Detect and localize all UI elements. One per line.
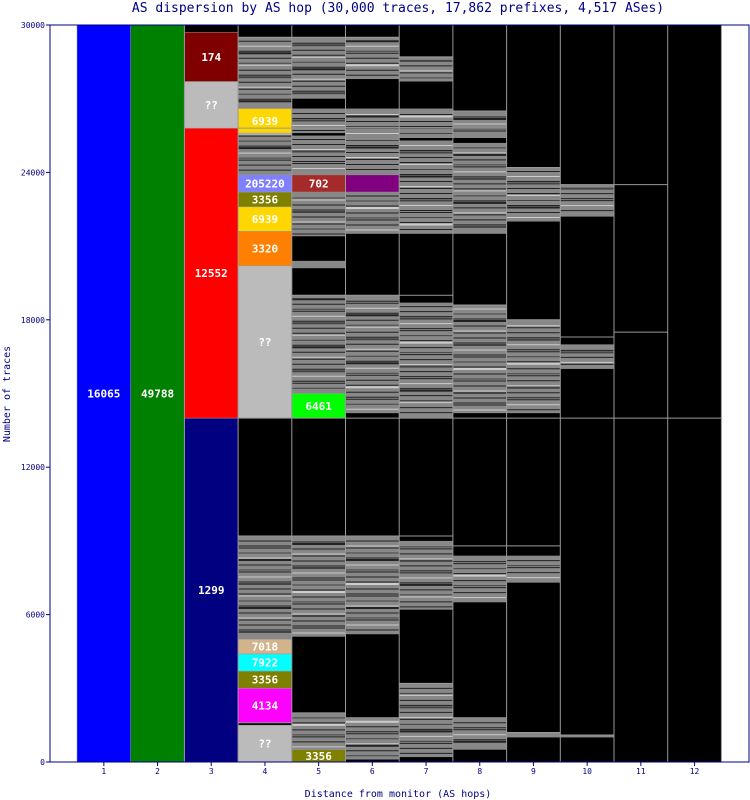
segment-hop-1-as-16065 bbox=[76, 24, 131, 763]
segment-hop-3-as-12552 bbox=[184, 127, 239, 419]
x-tick-label-3: 3 bbox=[209, 767, 214, 776]
segment-hop-3-as-1299 bbox=[184, 417, 239, 763]
segment-hop-4-as-6939 bbox=[237, 108, 293, 134]
segment-hop-4-as-?? bbox=[237, 724, 293, 763]
x-tick-label-9: 9 bbox=[531, 767, 536, 776]
segment-label-hop-4: 7018 bbox=[252, 641, 279, 654]
segment-hop-4-as-4134 bbox=[237, 688, 293, 723]
segment-label-hop-4: 6939 bbox=[252, 213, 279, 226]
segment-label-hop-3: 12552 bbox=[195, 267, 228, 280]
segment-label-hop-4: 3356 bbox=[252, 193, 279, 206]
plot-area bbox=[49, 24, 750, 763]
segment-label-hop-3: ?? bbox=[205, 99, 218, 112]
gray-region-hop-4 bbox=[238, 37, 292, 109]
gray-region-hop-5 bbox=[291, 712, 346, 750]
x-tick-label-2: 2 bbox=[155, 767, 160, 776]
gray-region-hop-5 bbox=[291, 295, 346, 394]
y-tick-label: 6000 bbox=[26, 611, 45, 620]
segment-label-hop-5: 3356 bbox=[305, 750, 332, 763]
x-tick-label-5: 5 bbox=[316, 767, 321, 776]
segment-hop-4-as-3320 bbox=[237, 231, 293, 267]
x-tick-label-8: 8 bbox=[477, 767, 482, 776]
x-tick-label-4: 4 bbox=[263, 767, 268, 776]
plot-frame bbox=[49, 24, 750, 763]
segment-hop-3-as-174 bbox=[184, 32, 239, 82]
gray-region-hop-5 bbox=[291, 535, 346, 637]
gray-region-hop-7 bbox=[399, 683, 453, 758]
gray-region-hop-9 bbox=[506, 167, 561, 222]
gray-region-hop-9 bbox=[506, 732, 561, 738]
segment-label-hop-4: 6939 bbox=[252, 115, 279, 128]
segment-hop-3-as-?? bbox=[184, 81, 239, 129]
segment-label-hop-1: 16065 bbox=[87, 388, 120, 401]
segment-label-hop-4: ?? bbox=[258, 738, 271, 751]
y-tick-label: 0 bbox=[40, 758, 45, 767]
x-axis-label: Distance from monitor (AS hops) bbox=[305, 789, 492, 800]
y-tick-label: 24000 bbox=[21, 168, 45, 177]
segment-label-hop-4: 3356 bbox=[252, 674, 279, 687]
gray-region-hop-9 bbox=[506, 555, 561, 583]
gray-region-hop-9 bbox=[506, 319, 561, 414]
segment-label-hop-5: 6461 bbox=[305, 400, 332, 413]
segment-label-hop-5: 702 bbox=[309, 177, 329, 190]
y-axis-ticks: 0 6000 12000 18000 24000 30000 bbox=[21, 21, 50, 767]
x-axis-ticks: 1 2 3 4 5 6 7 8 9 10 11 12 bbox=[101, 762, 700, 776]
y-axis-label: Number of traces bbox=[2, 346, 13, 442]
segment-label-hop-4: 205220 bbox=[245, 177, 285, 190]
gray-region-hop-5 bbox=[291, 260, 346, 269]
gray-region-hop-10 bbox=[560, 734, 614, 738]
gray-region-hop-8 bbox=[452, 110, 507, 139]
y-tick-label: 18000 bbox=[21, 316, 45, 325]
gray-region-hop-4 bbox=[238, 535, 292, 640]
segment-hop-4-as-?? bbox=[237, 265, 293, 419]
segment-labels: 16065 49788 1299 12552?? 174?? 4134 3356 7922 70… bbox=[87, 51, 332, 763]
x-tick-label-10: 10 bbox=[582, 767, 592, 776]
gray-region-hop-7 bbox=[399, 302, 453, 419]
x-tick-label-11: 11 bbox=[636, 767, 646, 776]
gray-region-hop-10 bbox=[560, 344, 614, 369]
x-tick-label-6: 6 bbox=[370, 767, 375, 776]
chart-title: AS dispersion by AS hop (30,000 traces, … bbox=[132, 1, 664, 16]
x-tick-label-7: 7 bbox=[424, 767, 429, 776]
gray-region-hop-8 bbox=[452, 555, 507, 603]
gray-region-hop-8 bbox=[452, 142, 507, 234]
segment-label-hop-3: 174 bbox=[201, 51, 221, 64]
segment-hop-2-as-49788 bbox=[130, 24, 185, 763]
segment-label-hop-4: 7922 bbox=[252, 657, 279, 670]
segment-label-hop-2: 49788 bbox=[141, 388, 174, 401]
segment-label-hop-4: ?? bbox=[258, 336, 271, 349]
gray-region-hop-7 bbox=[399, 140, 453, 234]
y-tick-label: 12000 bbox=[21, 463, 45, 472]
x-tick-label-1: 1 bbox=[101, 767, 106, 776]
segment-hop-6 bbox=[345, 174, 400, 193]
gray-region-hop-4 bbox=[238, 128, 292, 175]
segment-label-hop-4: 3320 bbox=[252, 243, 279, 256]
gray-region-hop-8 bbox=[452, 305, 507, 414]
gray-region-hop-7 bbox=[399, 540, 453, 610]
y-tick-label: 30000 bbox=[21, 21, 45, 30]
gray-region-hop-6 bbox=[345, 135, 400, 175]
segment-label-hop-3: 1299 bbox=[198, 584, 225, 597]
gray-region-hop-5 bbox=[291, 192, 346, 237]
segment-label-hop-4: 4134 bbox=[252, 699, 279, 712]
x-tick-label-12: 12 bbox=[690, 767, 700, 776]
gray-region-hop-5 bbox=[291, 37, 346, 99]
